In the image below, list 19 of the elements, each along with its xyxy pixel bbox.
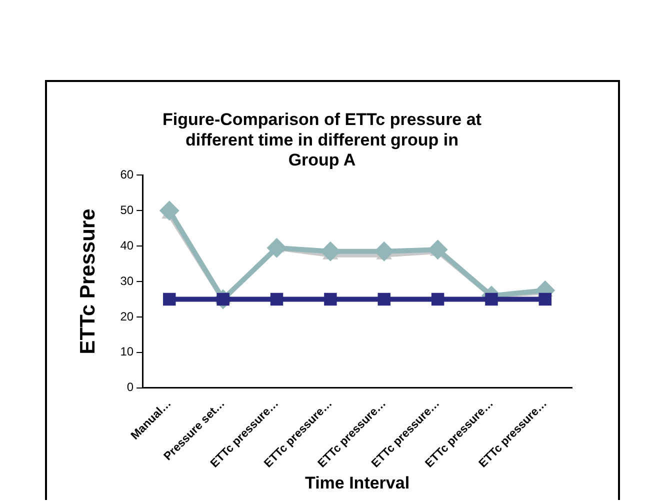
point (485, 292, 498, 306)
y-tick-label: 30 (120, 274, 134, 288)
point (163, 292, 176, 306)
y-tick-label: 20 (120, 309, 134, 324)
point (266, 238, 287, 258)
y-tick-label: 40 (120, 238, 134, 252)
chart-title: Figure-Comparison of ETTc pressure at different time in different group in Group A (162, 110, 482, 170)
y-axis-title: ETTc Pressure (76, 208, 100, 354)
y-tick-label: 10 (120, 344, 134, 359)
point (538, 292, 552, 306)
y-tick-label: 0 (126, 380, 134, 394)
point (378, 292, 390, 306)
point (270, 292, 284, 306)
point (324, 292, 337, 306)
point (159, 200, 180, 221)
y-tick-label: 50 (120, 202, 134, 217)
x-axis-title: Time Interval (304, 473, 410, 492)
point (431, 292, 444, 306)
y-tick-label: 60 (120, 168, 134, 182)
